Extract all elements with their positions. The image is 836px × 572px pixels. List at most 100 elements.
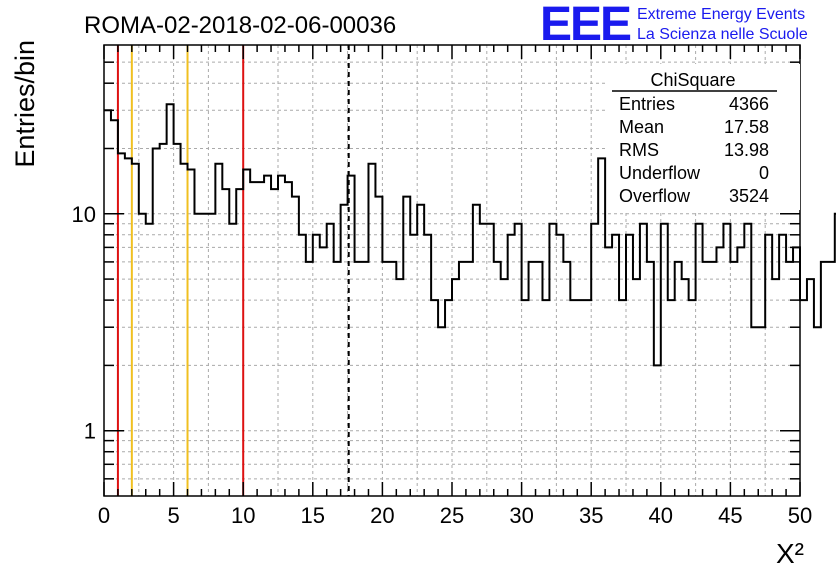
stats-value: 13.98 <box>724 140 769 160</box>
histogram-bin <box>473 205 480 496</box>
eee-logo: EEE <box>540 0 631 51</box>
x-tick-label: 30 <box>509 503 533 528</box>
y-axis-label: Entries/bin <box>10 40 40 168</box>
histogram-bin <box>139 214 146 496</box>
histogram-bin <box>703 262 710 496</box>
histogram-bin <box>675 262 682 496</box>
stats-rows: Entries 4366 Mean 17.58 RMS 13.98 Underflow 0 Ov… <box>619 94 769 206</box>
histogram-bin <box>647 262 654 496</box>
stats-box: ChiSquare Entries 4366 Mean 17.58 RMS 13.98 Un… <box>607 64 800 210</box>
histogram-bin <box>570 300 577 496</box>
histogram-bin <box>320 247 327 496</box>
histogram-bin <box>382 262 389 496</box>
x-tick-label: 40 <box>649 503 673 528</box>
histogram-bin <box>793 247 800 496</box>
histogram-bin <box>111 120 118 496</box>
histogram-bin <box>494 262 501 496</box>
histogram-bin <box>480 224 487 496</box>
y-tick-label: 10 <box>72 202 96 227</box>
histogram-bin <box>800 300 807 496</box>
histogram-bin <box>431 300 438 496</box>
logo-line-1: Extreme Energy Events <box>637 6 805 23</box>
x-tick-label: 25 <box>440 503 464 528</box>
histogram-bin <box>577 300 584 496</box>
run-title: ROMA-02-2018-02-06-00036 <box>84 12 396 39</box>
histogram-bin <box>396 279 403 496</box>
histogram-bin <box>306 262 313 496</box>
x-tick-label: 15 <box>301 503 325 528</box>
stats-label: Overflow <box>619 186 691 206</box>
histogram-bin <box>466 262 473 496</box>
histogram-bin <box>542 300 549 496</box>
histogram-bin <box>118 153 125 496</box>
histogram-bin <box>591 224 598 496</box>
histogram-bin <box>696 224 703 496</box>
x-tick-label: 5 <box>167 503 179 528</box>
histogram-bin <box>104 110 111 496</box>
histogram-bin <box>459 262 466 496</box>
histogram-bin <box>689 300 696 496</box>
histogram-bin <box>737 247 744 496</box>
histogram-bin <box>529 262 536 496</box>
axis-tick-labels: 0 5 10 15 20 25 30 35 40 45 50 1 10 <box>72 202 813 528</box>
histogram-bin <box>208 214 215 496</box>
y-tick-label: 1 <box>84 419 96 444</box>
x-tick-label: 10 <box>231 503 255 528</box>
stats-value: 3524 <box>729 186 769 206</box>
histogram-bin <box>584 300 591 496</box>
histogram-bin <box>487 224 494 496</box>
histogram-bin <box>744 224 751 496</box>
histogram-bin <box>362 262 369 496</box>
histogram-bin <box>375 197 382 496</box>
stats-label: Underflow <box>619 163 701 183</box>
histogram-bin <box>821 262 828 496</box>
stats-value: 0 <box>759 163 769 183</box>
histogram-bin <box>341 205 348 496</box>
histogram-bin <box>153 148 160 496</box>
histogram-bin <box>814 327 821 496</box>
x-axis-label: X² <box>776 538 804 569</box>
histogram-bin <box>549 224 556 496</box>
vertical-markers <box>116 45 350 496</box>
stats-label: Entries <box>619 94 675 114</box>
histogram-bin <box>160 144 167 496</box>
histogram-bin <box>661 224 668 496</box>
histogram-bin <box>229 224 236 496</box>
histogram-bin <box>243 170 250 496</box>
histogram-bin <box>146 224 153 496</box>
histogram-bin <box>682 279 689 496</box>
stats-value: 17.58 <box>724 117 769 137</box>
histogram-step-line <box>104 103 836 367</box>
histogram-bin <box>417 205 424 496</box>
histogram-bin <box>828 262 835 496</box>
histogram-bin <box>522 300 529 496</box>
histogram-bin <box>758 327 765 496</box>
histogram-bin <box>751 327 758 496</box>
stats-label: Mean <box>619 117 664 137</box>
x-tick-label: 35 <box>579 503 603 528</box>
histogram-bin <box>334 262 341 496</box>
histogram-bin <box>605 247 612 496</box>
histogram-bin <box>723 224 730 496</box>
histogram-bin <box>730 262 737 496</box>
x-tick-label: 20 <box>370 503 394 528</box>
x-tick-label: 45 <box>718 503 742 528</box>
x-tick-label: 0 <box>98 503 110 528</box>
histogram-bin <box>668 300 675 496</box>
histogram-bin <box>515 224 522 496</box>
histogram-bin <box>188 170 195 496</box>
logo-line-2: La Scienza nelle Scuole <box>637 26 808 43</box>
histogram-bin <box>536 262 543 496</box>
histogram-bin <box>633 279 640 496</box>
histogram-bin <box>772 279 779 496</box>
stats-title: ChiSquare <box>650 70 735 90</box>
histogram-bin <box>327 224 334 496</box>
histogram-bin <box>403 197 410 496</box>
histogram-bin <box>445 300 452 496</box>
x-tick-label: 50 <box>788 503 812 528</box>
stats-value: 4366 <box>729 94 769 114</box>
histogram-bin <box>716 247 723 496</box>
histogram-bin <box>389 262 396 496</box>
histogram-bin <box>285 182 292 496</box>
